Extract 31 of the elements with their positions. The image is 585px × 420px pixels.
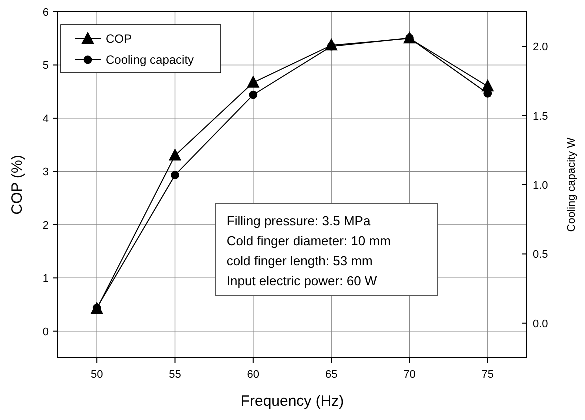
y-tick-label: 3: [42, 166, 49, 179]
point: [171, 171, 180, 180]
annotation: cold finger length: 53 mm: [226, 254, 373, 269]
x-tick-label: 70: [404, 369, 416, 381]
point: [247, 76, 260, 88]
y-tick-label: 1: [42, 273, 49, 286]
y2-tick-label: 2.0: [533, 42, 548, 54]
y2-tick-label: 0.0: [533, 318, 548, 330]
point: [249, 90, 258, 100]
annotation: Filling pressure: 3.5 MPa: [226, 214, 372, 229]
y2-tick-label: 1.5: [533, 110, 548, 123]
annotation: Input electric power: 60 W: [226, 274, 378, 289]
legend-label: Cooling capacity: [106, 53, 194, 67]
y-tick-label: 6: [42, 7, 49, 19]
y-tick-label: 0: [42, 326, 49, 338]
y2-tick-label: 1.0: [533, 180, 548, 192]
point: [168, 148, 182, 161]
y-tick-label: 4: [42, 113, 49, 126]
x-tick-label: 55: [169, 369, 182, 381]
legend-label: COP: [106, 32, 132, 46]
x-tick-label: 60: [247, 369, 260, 381]
y-axis-title: COP (%): [9, 155, 26, 215]
y-tick-label: 5: [42, 60, 49, 72]
x-tick-label: 75: [482, 369, 494, 381]
annotation: Cold finger diameter: 10 mm: [226, 234, 391, 249]
x-tick-label: 65: [325, 369, 338, 381]
y2-tick-label: 0.5: [533, 249, 548, 262]
x-tick-label: 50: [90, 369, 104, 381]
y2-axis-title: Cooling capacity W: [566, 137, 578, 232]
x-axis-title: Frequency (Hz): [240, 393, 344, 410]
y-tick-label: 2: [42, 220, 49, 232]
